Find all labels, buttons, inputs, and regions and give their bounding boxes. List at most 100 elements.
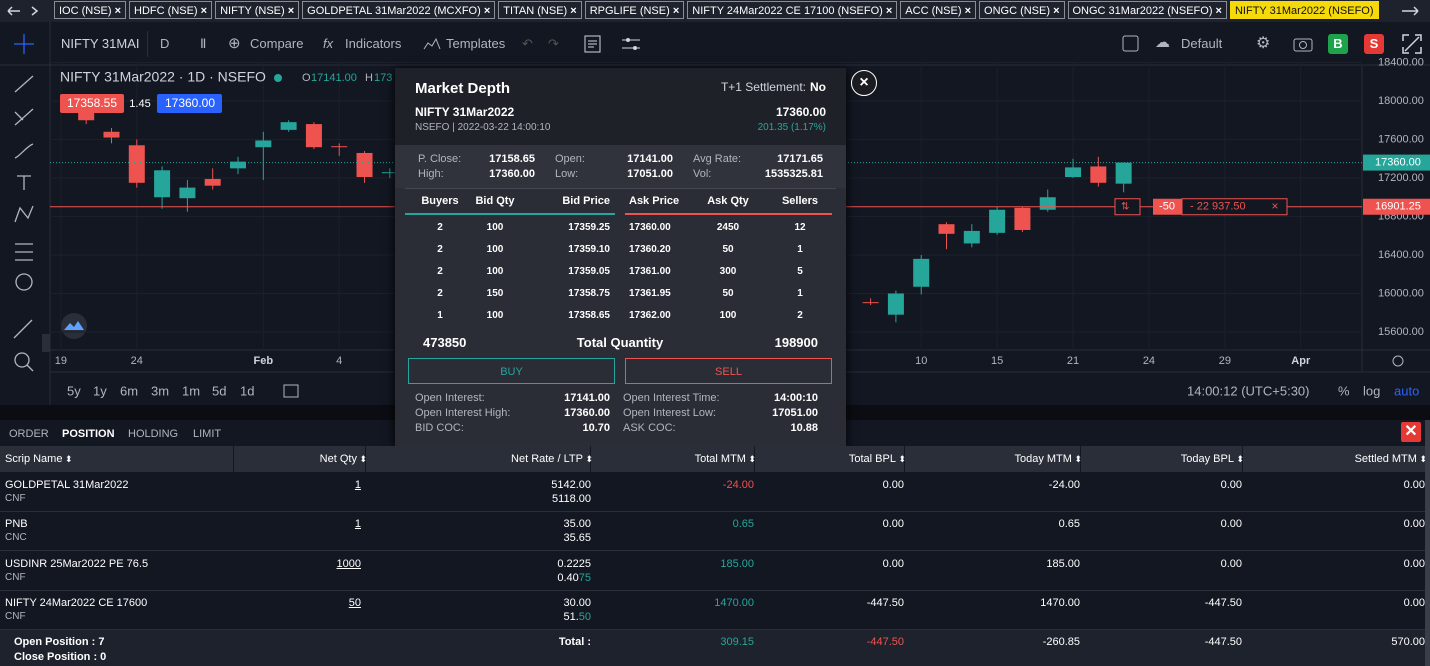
scale-option[interactable]: % (1338, 383, 1350, 398)
symbol-tab[interactable]: HDFC (NSE) (129, 1, 213, 19)
column-header[interactable]: Total BPL (849, 446, 906, 472)
y-tick-label: 17600.00 (1378, 133, 1424, 145)
oi-value: 10.88 (790, 422, 818, 434)
oi-label: BID COC: (415, 422, 464, 434)
oi-value: 10.70 (582, 422, 610, 434)
ask-tag-bg[interactable] (157, 94, 222, 113)
product: CNF (5, 610, 26, 622)
depth-cell: 17361.95 (629, 288, 671, 299)
column-header[interactable]: Today MTM (1014, 446, 1082, 472)
candle-body (381, 172, 398, 174)
depth-cell: 17358.75 (568, 288, 610, 299)
scroll-icon[interactable] (31, 6, 39, 16)
depth-cell: 50 (722, 288, 734, 299)
cloud-icon[interactable]: ☁ (1155, 34, 1170, 51)
column-header[interactable]: Settled MTM (1355, 446, 1427, 472)
templates-icon[interactable] (423, 37, 441, 51)
layout-checkbox[interactable] (1121, 34, 1141, 54)
buy-button[interactable]: B (1328, 34, 1348, 54)
symbol-tab[interactable]: TITAN (NSE) (498, 1, 582, 19)
indicators-button[interactable]: Indicators (345, 36, 402, 51)
depth-cell: 2 (437, 222, 443, 233)
scale-option[interactable]: auto (1394, 383, 1419, 398)
positions-tab[interactable]: HOLDING (128, 428, 179, 440)
open-position: Open Position : 7 (14, 636, 105, 648)
ask-tag[interactable]: 17360.00 (165, 96, 215, 110)
undo[interactable]: ↶ (522, 36, 533, 51)
logo-mark (64, 321, 84, 330)
symbol-tab[interactable]: IOC (NSE) (54, 1, 127, 19)
symbol-tab[interactable]: NIFTY (NSE) (215, 1, 300, 19)
candle-body (78, 110, 95, 121)
positions-tab[interactable]: ORDER (9, 428, 49, 440)
position-reverse[interactable] (1114, 198, 1141, 216)
snapshot-button[interactable] (1293, 35, 1313, 53)
close-depth-button[interactable]: × (851, 70, 877, 96)
symbol-tab[interactable]: GOLDPETAL 31Mar2022 (MCXFO) (302, 1, 496, 19)
interval[interactable]: D (160, 36, 170, 51)
ltp: 35.65 (563, 532, 591, 544)
positions-tab[interactable]: POSITION (62, 428, 115, 448)
indicators-icon[interactable]: fx (323, 36, 334, 51)
stat-value: 1535325.81 (764, 168, 823, 180)
depth-cell: 5 (797, 266, 803, 277)
range-button[interactable]: 1y (93, 383, 107, 398)
net-qty[interactable]: 50 (348, 596, 361, 609)
chart-type-icon[interactable]: Ⅱ (200, 36, 207, 51)
scale-option[interactable]: log (1363, 383, 1380, 398)
range-button[interactable]: 6m (120, 383, 138, 398)
symbol-tab[interactable]: NIFTY 31Mar2022 (NSEFO) (1229, 1, 1379, 19)
forward-icon[interactable] (1402, 6, 1419, 16)
symbol-tab[interactable]: RPGLIFE (NSE) (584, 1, 685, 19)
redo[interactable]: ↷ (548, 36, 559, 51)
sell-button[interactable]: S (1364, 34, 1384, 54)
range-button[interactable]: 5d (212, 383, 226, 398)
column-header[interactable]: Net Qty (320, 446, 367, 472)
column-header[interactable]: Scrip Name (5, 446, 73, 472)
column-header[interactable]: Net Rate / LTP (511, 446, 593, 472)
net-qty[interactable]: 1 (354, 518, 361, 531)
y-tick-label: 18400.00 (1378, 56, 1424, 68)
positions-panel: ORDER POSITION HOLDING LIMIT ✕ (0, 420, 1430, 666)
bid-tag-bg[interactable] (60, 94, 124, 113)
position-value: 0.00 (1220, 518, 1242, 531)
range-button[interactable]: 1m (182, 383, 200, 398)
positions-tab[interactable]: LIMIT (193, 428, 222, 440)
column-header[interactable]: Today BPL (1181, 446, 1244, 472)
row-divider (0, 550, 1425, 552)
symbol-search[interactable]: NIFTY 31MAI (55, 31, 148, 57)
position-close[interactable]: × (1271, 199, 1278, 213)
range-button[interactable]: 3m (151, 383, 169, 398)
range-button[interactable]: 1d (240, 383, 254, 398)
settings-icon[interactable] (1392, 355, 1404, 367)
symbol-tab[interactable]: ONGC 31Mar2022 (NSEFO) (1067, 1, 1227, 19)
drawing-tools[interactable] (13, 34, 34, 372)
symbol-tab[interactable]: NIFTY 24Mar2022 CE 17100 (NSEFO) (687, 1, 898, 19)
back-icon[interactable] (7, 6, 20, 16)
fullscreen-button[interactable] (1401, 33, 1423, 55)
ltp-part: 35.65 (563, 532, 591, 545)
depth-sell[interactable]: SELL (625, 358, 832, 384)
symbol-tab[interactable]: ONGC (NSE) (979, 1, 1065, 19)
range-button[interactable]: 5y (67, 383, 81, 398)
row-divider (0, 628, 1425, 630)
column-header[interactable]: Total MTM (695, 446, 756, 472)
net-qty[interactable]: 1000 (336, 557, 361, 570)
compare-button[interactable]: Compare (250, 36, 304, 51)
collapse-button[interactable] (42, 334, 50, 352)
net-qty[interactable]: 1 (354, 479, 361, 491)
stat-value: 17141.00 (627, 153, 673, 165)
view-icons[interactable] (584, 35, 644, 53)
templates-button[interactable]: Templates (446, 36, 506, 51)
symbol-tab[interactable]: ACC (NSE) (900, 1, 977, 19)
depth-buy[interactable]: BUY (408, 358, 615, 384)
position-value: -24.00 (1048, 479, 1080, 491)
layout-name[interactable]: Default (1181, 36, 1223, 51)
goto-date[interactable] (283, 384, 299, 398)
position-value: 0.00 (1220, 557, 1242, 570)
close-panel[interactable]: ✕ (1401, 422, 1421, 442)
bid-tag[interactable]: 17358.55 (67, 96, 117, 110)
bid-underline (405, 213, 615, 215)
compare-icon[interactable]: ⊕ (228, 35, 241, 52)
settings-button[interactable]: ⚙ (1256, 35, 1271, 52)
